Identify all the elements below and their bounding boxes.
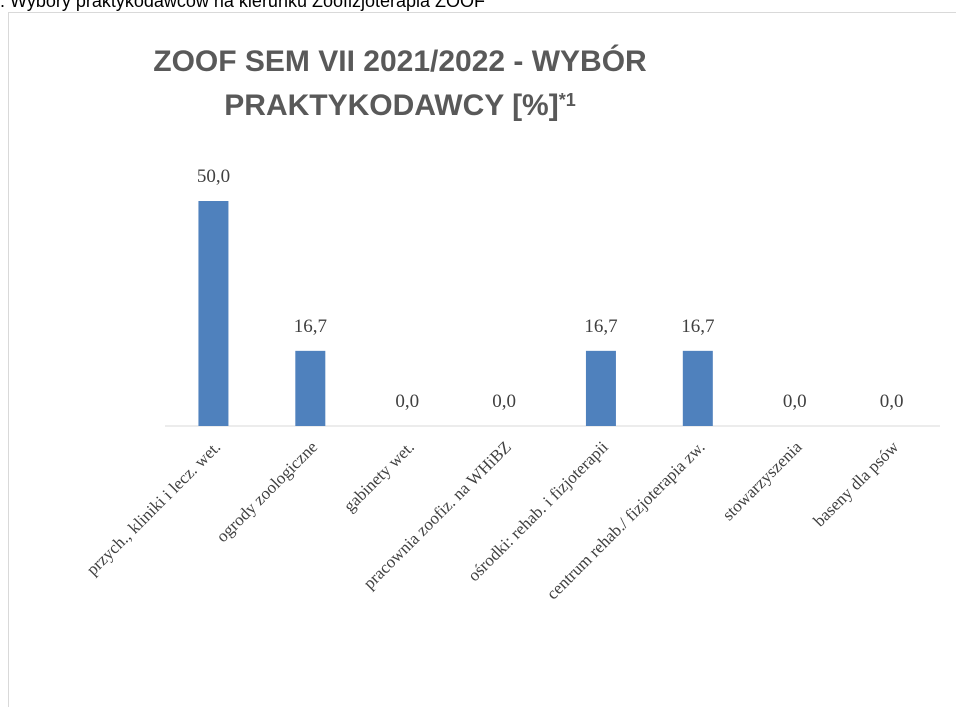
value-label: 16,7 [294, 316, 327, 337]
x-tick-label: ogrody zoologiczne [213, 437, 322, 546]
value-label: 0,0 [492, 391, 516, 412]
value-label: 0,0 [395, 391, 419, 412]
x-tick-label: stowarzyszenia [719, 437, 806, 524]
x-tick-label: gabinety wet. [340, 437, 418, 515]
bar [198, 201, 229, 426]
chart-frame [8, 12, 956, 707]
value-label: 16,7 [584, 316, 617, 337]
x-tick-label: centrum rehab./ fizjoterapia zw. [543, 437, 709, 603]
bar [682, 350, 713, 426]
title-text: ZOOF SEM VII 2021/2022 - WYBÓR PRAKTYKOD… [153, 45, 647, 122]
value-label: 50,0 [197, 166, 230, 187]
x-tick-label: baseny dla psów [809, 437, 902, 530]
bar [295, 350, 326, 426]
value-label: 0,0 [783, 391, 807, 412]
bar [585, 350, 616, 426]
value-label: 16,7 [681, 316, 714, 337]
x-tick-label: przych., kliniki i lecz. wet. [83, 437, 225, 579]
title-note: *1 [558, 90, 576, 110]
caption: . Wybory praktykodawców na kierunku Zoof… [0, 0, 486, 11]
value-label: 0,0 [880, 391, 904, 412]
chart-title: ZOOF SEM VII 2021/2022 - WYBÓR PRAKTYKOD… [110, 40, 690, 128]
